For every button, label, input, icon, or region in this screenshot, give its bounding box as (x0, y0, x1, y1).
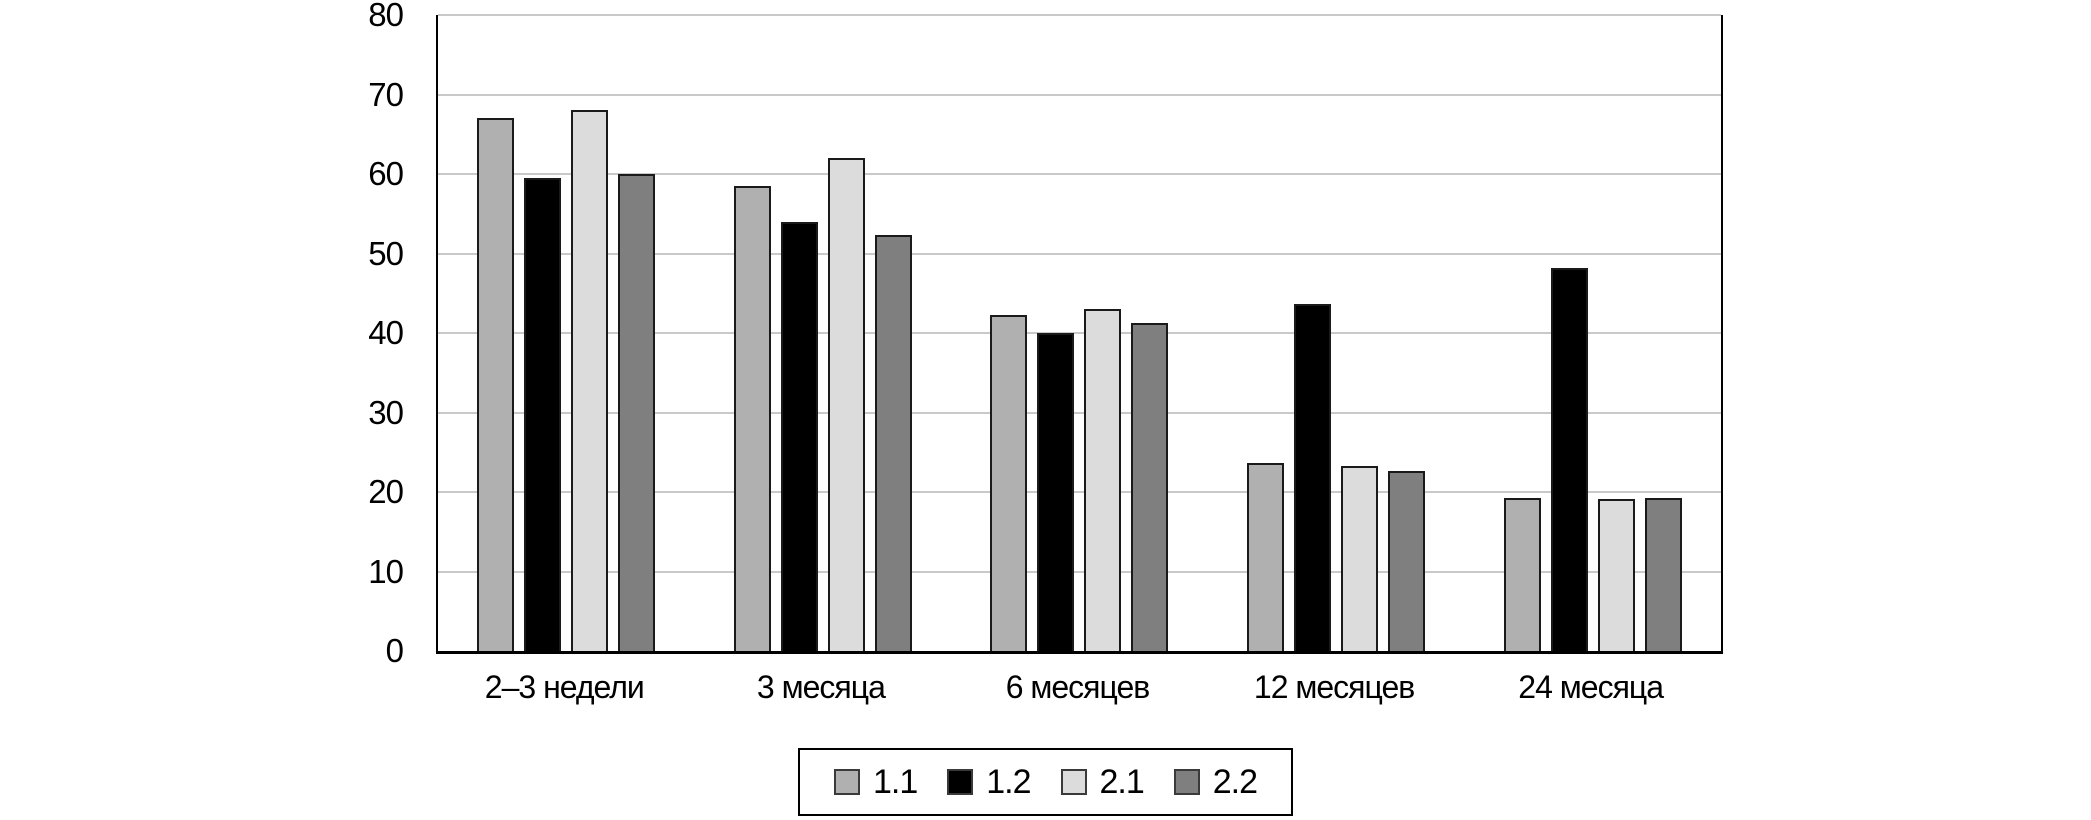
legend-swatch-1.2 (947, 769, 974, 795)
x-axis-label: 6 месяцев (1005, 669, 1151, 705)
x-axis-labels: 2–3 недели 3 месяца 6 месяцев 12 месяцев 24 … (436, 668, 1719, 706)
bar-series-2.2-cat-3 (1388, 470, 1426, 651)
legend-swatch-2.1 (1060, 769, 1087, 795)
x-axis-label: 3 месяца (756, 669, 886, 705)
gridline (438, 252, 1721, 255)
y-tick-label: 60 (368, 155, 404, 192)
y-tick-label: 0 (385, 632, 404, 669)
bar-series-2.1-cat-3 (1341, 465, 1379, 651)
bar-series-2.1-cat-0 (571, 110, 609, 651)
bar-series-1.1-cat-3 (1247, 463, 1285, 651)
x-axis-label: 2–3 недели (484, 669, 645, 705)
category-group (1464, 15, 1721, 651)
legend-wrap: 1.1 1.2 2.1 2.2 (0, 748, 2091, 816)
bar-series-1.2-cat-4 (1550, 267, 1588, 651)
bar-series-2.2-cat-4 (1644, 497, 1682, 651)
bars-row (1464, 267, 1721, 651)
legend-item: 1.1 (833, 763, 918, 801)
legend: 1.1 1.2 2.1 2.2 (797, 748, 1294, 816)
legend-item: 1.2 (947, 763, 1032, 801)
category-group (951, 15, 1208, 651)
y-tick-label: 80 (368, 0, 404, 33)
bar-series-2.2-cat-0 (618, 174, 656, 651)
bars-row (695, 158, 952, 651)
bar-series-1.2-cat-0 (524, 177, 562, 651)
y-tick-label: 30 (368, 393, 404, 431)
gridline (438, 14, 1721, 16)
x-axis-label: 12 месяцев (1253, 669, 1415, 705)
x-axis-label: 24 месяца (1518, 669, 1664, 705)
bar-series-2.2-cat-2 (1131, 323, 1169, 651)
bar-series-1.1-cat-1 (733, 185, 771, 651)
legend-swatch-2.2 (1173, 769, 1200, 795)
gridline (438, 173, 1721, 175)
legend-label: 1.1 (872, 763, 918, 801)
y-tick-label: 50 (368, 234, 404, 272)
category-group (1208, 15, 1465, 651)
gridline (438, 491, 1721, 493)
bar-series-2.1-cat-4 (1597, 499, 1635, 651)
bar-series-2.2-cat-1 (874, 235, 912, 651)
bar-series-1.2-cat-3 (1294, 303, 1332, 651)
bars-row (1208, 303, 1465, 651)
bar-series-1.1-cat-0 (477, 118, 515, 651)
bar-series-1.2-cat-1 (780, 221, 818, 651)
bar-series-2.1-cat-2 (1084, 309, 1122, 651)
bars-row (438, 110, 695, 651)
bar-series-1.2-cat-2 (1037, 333, 1075, 651)
bar-series-1.1-cat-2 (990, 314, 1028, 651)
gridline (438, 93, 1721, 96)
legend-item: 2.2 (1173, 763, 1258, 801)
bars-row (951, 309, 1208, 651)
legend-label: 2.1 (1099, 763, 1145, 801)
gridline (438, 332, 1721, 334)
bar-series-2.1-cat-1 (827, 158, 865, 651)
gridline (438, 570, 1721, 573)
category-group (438, 15, 695, 651)
legend-swatch-1.1 (833, 769, 860, 795)
legend-label: 1.2 (986, 763, 1031, 801)
plot-area (436, 14, 1723, 654)
y-tick-label: 70 (368, 75, 404, 113)
y-tick-label: 20 (368, 473, 404, 510)
legend-item: 2.1 (1060, 763, 1145, 801)
bar-series-1.1-cat-4 (1503, 497, 1541, 651)
y-tick-label: 40 (368, 314, 404, 351)
category-group (695, 15, 952, 651)
gridline (438, 411, 1721, 414)
legend-label: 2.2 (1212, 763, 1258, 801)
y-tick-label: 10 (368, 552, 404, 590)
bar-groups (438, 15, 1721, 651)
y-axis-labels: 0 10 20 30 40 50 60 70 80 (0, 0, 404, 820)
